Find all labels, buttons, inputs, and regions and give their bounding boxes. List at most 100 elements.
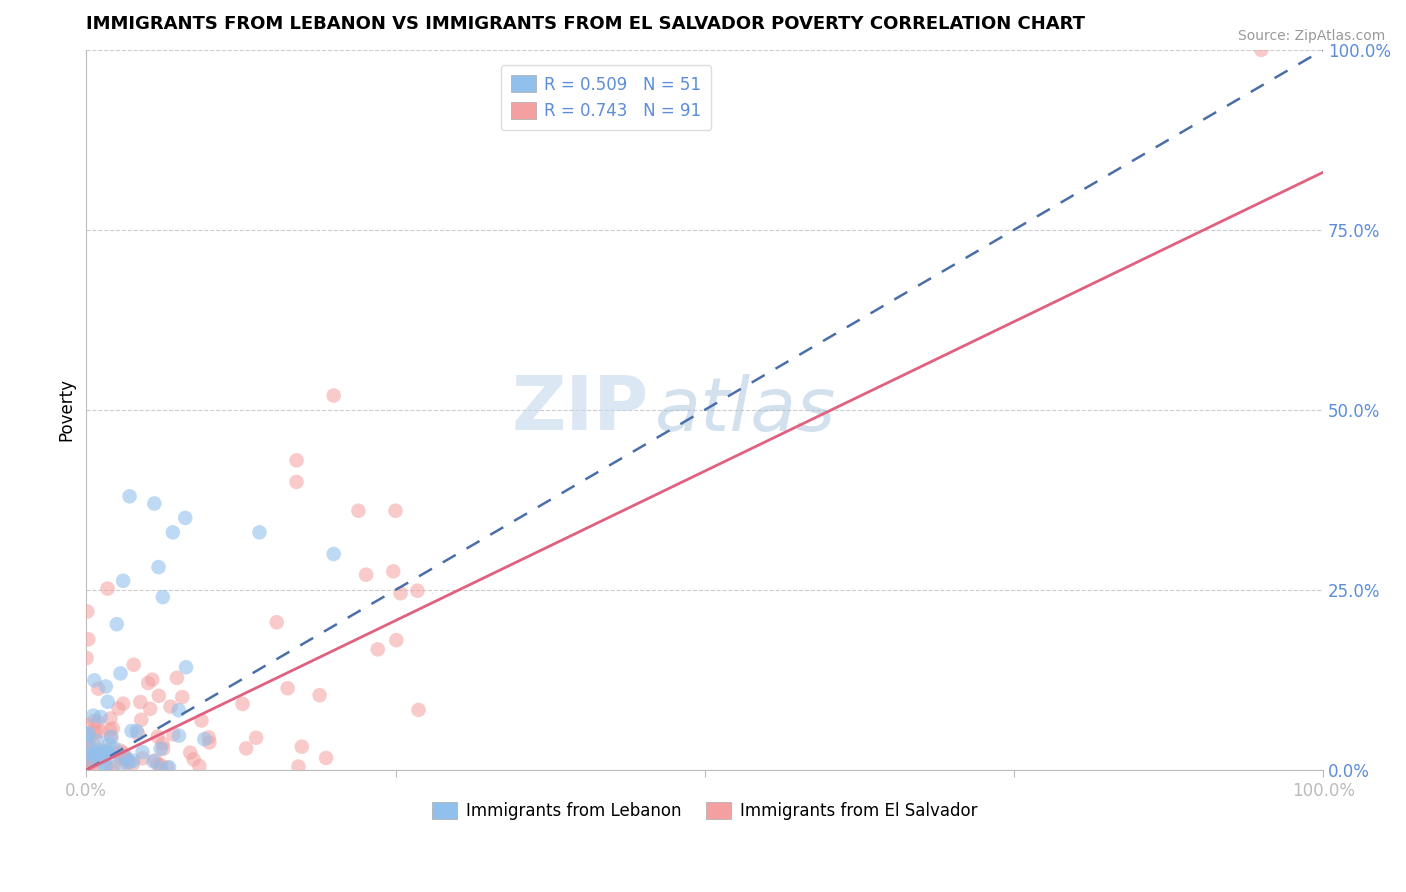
Point [162, 727, 184, 741]
Point [406, 583, 429, 598]
Point [94, 763, 117, 777]
Point [114, 753, 136, 767]
Point [308, 688, 330, 702]
Point [115, 750, 138, 764]
Point [156, 761, 179, 775]
Point [118, 756, 141, 770]
Point [1250, 43, 1272, 57]
Point [122, 657, 145, 672]
Point [94, 743, 117, 757]
Point [84, 725, 107, 739]
Point [86, 734, 108, 748]
Point [82, 708, 104, 723]
Point [148, 689, 170, 703]
Point [146, 730, 169, 744]
Point [76, 651, 98, 665]
Point [172, 690, 194, 705]
Point [82, 756, 104, 770]
Point [125, 724, 148, 739]
Point [90, 724, 112, 739]
Point [80, 752, 103, 766]
Point [382, 565, 405, 579]
Point [103, 760, 125, 774]
Point [82, 749, 104, 764]
Point [115, 756, 138, 770]
Point [183, 752, 205, 766]
Point [86, 747, 108, 762]
Point [82, 756, 104, 770]
Point [87, 681, 110, 696]
Point [291, 739, 314, 754]
Point [142, 754, 165, 768]
Point [86, 714, 108, 729]
Point [76, 718, 98, 732]
Point [193, 732, 215, 747]
Point [384, 504, 406, 518]
Point [96, 745, 118, 759]
Point [188, 759, 211, 773]
Point [83, 755, 105, 769]
Point [129, 713, 152, 727]
Point [76, 762, 98, 776]
Text: atlas: atlas [655, 374, 837, 446]
Point [77, 731, 100, 745]
Point [167, 729, 190, 743]
Point [285, 453, 308, 467]
Point [122, 754, 145, 768]
Point [98, 749, 121, 764]
Point [149, 741, 172, 756]
Point [197, 731, 219, 745]
Point [347, 504, 370, 518]
Point [146, 757, 169, 772]
Point [77, 739, 100, 753]
Point [93, 749, 115, 764]
Point [105, 617, 128, 632]
Point [94, 680, 117, 694]
Point [152, 737, 174, 751]
Point [389, 586, 412, 600]
Point [98, 723, 121, 737]
Point [90, 747, 112, 762]
Point [408, 703, 430, 717]
Point [107, 701, 129, 715]
Point [354, 567, 377, 582]
Point [139, 702, 162, 716]
Y-axis label: Poverty: Poverty [58, 378, 75, 442]
Point [83, 714, 105, 728]
Point [101, 722, 124, 736]
Point [157, 760, 180, 774]
Point [287, 759, 309, 773]
Point [97, 695, 120, 709]
Point [162, 525, 184, 540]
Point [115, 753, 138, 767]
Text: IMMIGRANTS FROM LEBANON VS IMMIGRANTS FROM EL SALVADOR POVERTY CORRELATION CHART: IMMIGRANTS FROM LEBANON VS IMMIGRANTS FR… [86, 15, 1085, 33]
Point [96, 582, 118, 596]
Point [149, 761, 172, 775]
Point [136, 676, 159, 690]
Point [100, 731, 122, 745]
Point [112, 697, 135, 711]
Point [77, 747, 100, 761]
Point [110, 757, 132, 772]
Point [232, 697, 254, 711]
Point [131, 751, 153, 765]
Point [131, 745, 153, 759]
Point [100, 711, 122, 725]
Point [84, 747, 107, 762]
Point [245, 731, 267, 745]
Point [83, 673, 105, 688]
Point [121, 723, 143, 738]
Point [82, 762, 104, 776]
Point [83, 738, 105, 752]
Point [167, 703, 190, 717]
Point [76, 759, 98, 773]
Point [143, 754, 166, 768]
Point [166, 671, 188, 685]
Point [112, 746, 135, 760]
Point [118, 489, 141, 503]
Point [76, 740, 98, 755]
Point [76, 727, 98, 741]
Point [90, 710, 112, 724]
Point [174, 511, 197, 525]
Point [143, 497, 166, 511]
